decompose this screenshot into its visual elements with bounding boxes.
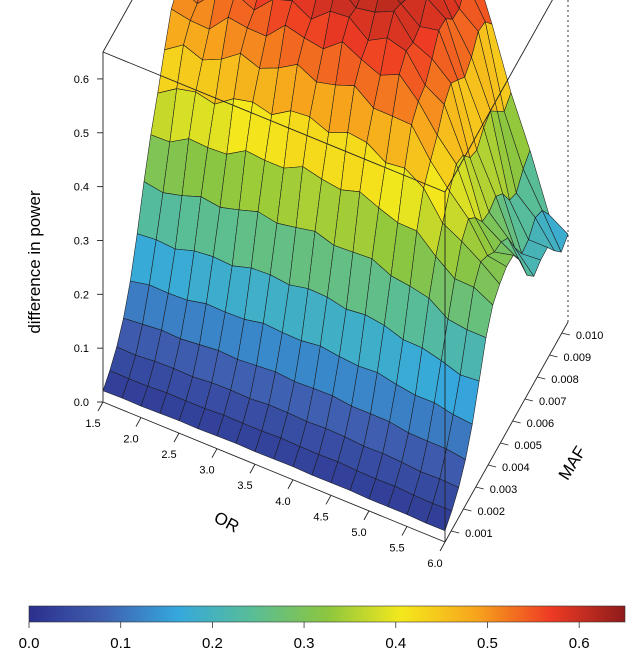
or-tick-label: 4.5 [313,511,328,523]
x-axis-title: OR [211,508,242,537]
or-tick-label: 4.0 [275,496,290,508]
or-tick-label: 5.5 [389,542,404,554]
maf-tick-label: 0.008 [551,374,579,386]
surface-facet [397,0,406,4]
maf-tick [487,464,497,468]
colorbar-tick-label: 0.0 [19,635,40,652]
or-tick [325,495,332,505]
maf-tick [524,398,534,402]
or-tick [363,510,370,521]
maf-tick [537,376,546,380]
or-tick-label: 5.0 [351,527,366,539]
colorbar-tick-label: 0.6 [569,635,590,652]
or-tick [97,401,104,412]
maf-tick [561,332,570,336]
plot-box-front [102,0,569,543]
maf-tick-label: 0.001 [465,528,493,540]
or-tick-label: 2.0 [123,434,138,446]
box-edge-or-axis [102,401,446,543]
or-tick-label: 3.0 [199,465,214,477]
maf-tick-label: 0.002 [477,506,505,518]
box-edge-top-right [444,0,553,193]
or-tick [173,432,180,443]
maf-tick-label: 0.003 [490,484,518,496]
or-tick-label: 1.5 [85,418,100,430]
z-tick-label: 0.2 [74,289,89,301]
or-tick-label: 3.5 [237,480,252,492]
z-tick-label: 0.4 [74,182,89,194]
axis-ticks: 0.0 0.1 0.2 0.3 0.4 0.5 0.6 1.5 2.0 2.5 3.0 3.5 4.0 4… [74,74,604,570]
maf-tick [549,354,558,358]
or-tick [439,541,446,552]
maf-tick-label: 0.006 [527,418,555,430]
or-tick [401,526,408,536]
or-tick [287,479,294,489]
box-edge-top-left [102,0,133,53]
z-axis-title: difference in power [25,190,44,334]
colorbar-gradient [28,605,626,623]
or-tick [249,464,256,474]
colorbar-tick-label: 0.1 [110,635,131,652]
or-tick [135,417,142,427]
z-tick-label: 0.0 [74,397,89,409]
maf-tick-label: 0.009 [564,352,592,364]
maf-tick [463,508,472,512]
colorbar-tick-label: 0.4 [385,635,406,652]
maf-tick [451,530,460,534]
maf-tick-label: 0.004 [502,462,530,474]
maf-tick-label: 0.010 [576,330,604,342]
y-axis-title: MAF [555,443,590,484]
maf-tick [475,486,484,490]
maf-tick-label: 0.007 [539,396,567,408]
maf-tick-label: 0.005 [514,440,542,452]
maf-tick [500,442,509,446]
or-tick-label: 6.0 [427,558,442,570]
colorbar-tick-label: 0.2 [202,635,223,652]
surface-mesh [102,0,569,531]
colorbar-tick-label: 0.3 [294,635,315,652]
surface-facet [349,0,360,9]
z-tick-label: 0.3 [74,235,89,247]
or-tick-label: 2.5 [161,449,176,461]
box-edge-maf-axis [444,321,569,543]
box-edge-top-front [102,51,446,193]
z-tick-label: 0.1 [74,343,89,355]
or-tick [211,448,218,458]
colorbar-tick-label: 0.5 [477,635,498,652]
maf-tick [512,420,521,424]
colorbar: 0.0 0.1 0.2 0.3 0.4 0.5 0.6 [19,605,626,652]
z-tick-label: 0.5 [74,128,89,140]
z-tick-label: 0.6 [74,74,89,86]
